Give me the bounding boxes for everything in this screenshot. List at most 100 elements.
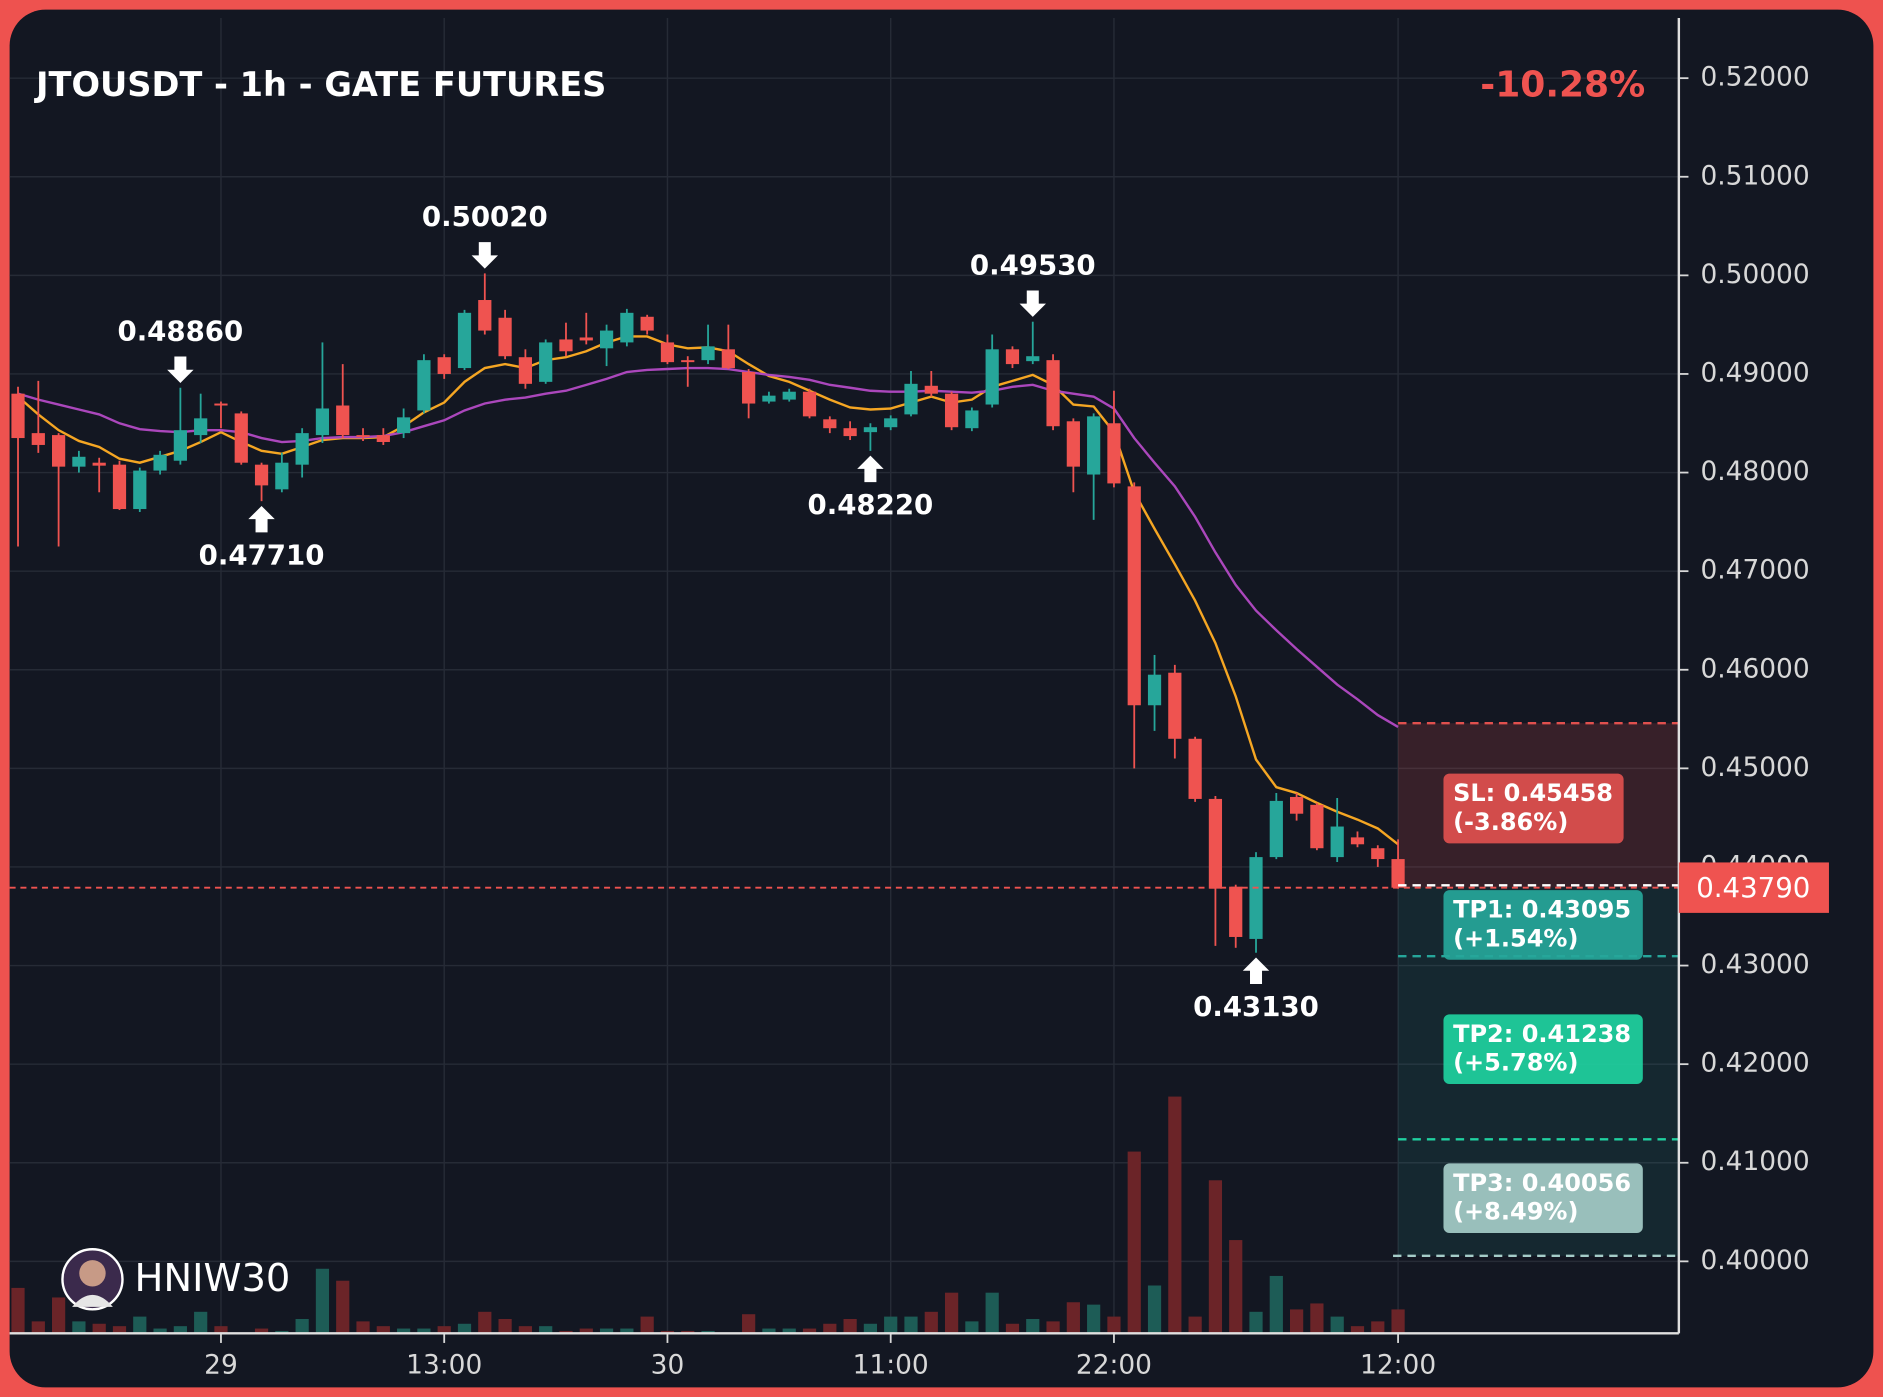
x-tick-label: 22:00 <box>1076 1349 1152 1380</box>
candle-body <box>1350 837 1365 845</box>
candle-body <box>498 317 512 357</box>
y-tick-label: 0.40000 <box>1700 1245 1809 1276</box>
candle-body <box>660 342 675 363</box>
volume-bar <box>214 1326 228 1334</box>
volume-bar <box>315 1268 330 1334</box>
candle-body <box>1391 859 1405 888</box>
volume-bar <box>92 1323 106 1334</box>
low-arrow <box>857 455 884 483</box>
candle-body <box>1249 857 1263 939</box>
candle-body <box>214 403 228 406</box>
volume-bar <box>843 1318 857 1334</box>
candle-body <box>944 393 959 428</box>
volume-bar <box>539 1326 553 1334</box>
candle-body <box>1310 804 1324 849</box>
volume-bar <box>1350 1326 1365 1334</box>
volume-bar <box>1046 1321 1060 1334</box>
volume-bar <box>944 1292 959 1334</box>
price-tag-label: 0.43790 <box>1696 871 1810 904</box>
candle-body <box>620 312 634 343</box>
volume-bar <box>640 1316 654 1334</box>
candle-body <box>843 428 857 437</box>
high-arrow <box>471 242 499 269</box>
candle-body <box>356 435 370 438</box>
volume-bar <box>1208 1180 1223 1334</box>
candle-body <box>275 462 289 490</box>
candle-body <box>1168 672 1182 739</box>
volume-bar <box>1188 1316 1202 1334</box>
volume-bar <box>356 1321 370 1334</box>
volume-bar <box>112 1326 127 1334</box>
candle-body <box>539 342 553 382</box>
y-tick-label: 0.47000 <box>1700 555 1809 586</box>
watermark: HNIW30 <box>61 1248 291 1311</box>
candle-body <box>1127 486 1141 706</box>
volume-bar <box>11 1287 25 1334</box>
panel <box>9 9 1874 1388</box>
level-label-box <box>1443 1163 1643 1234</box>
volume-bar <box>1005 1323 1020 1334</box>
candle-body <box>437 357 451 374</box>
high-label: 0.49530 <box>970 248 1096 281</box>
level-label-box <box>1443 890 1643 960</box>
candle-body <box>51 435 66 467</box>
candle-body <box>1269 800 1283 858</box>
candle-body <box>802 391 817 417</box>
candle-body <box>1188 738 1202 799</box>
volume-bar <box>1229 1240 1243 1334</box>
y-tick-label: 0.45000 <box>1700 752 1809 783</box>
candle-body <box>31 433 45 445</box>
volume-bar <box>1249 1311 1263 1334</box>
volume-bar <box>1026 1318 1040 1334</box>
y-tick-label: 0.43000 <box>1700 949 1809 980</box>
x-tick-label: 11:00 <box>853 1349 929 1380</box>
y-tick-label: 0.48000 <box>1700 456 1809 487</box>
low-label: 0.47710 <box>199 538 325 571</box>
candle-body <box>457 312 472 369</box>
candle-body <box>254 464 269 486</box>
candle-body <box>1208 798 1223 889</box>
level-label: SL: 0.45458 <box>1453 779 1613 807</box>
level-change: (+5.78%) <box>1453 1049 1578 1077</box>
y-tick-label: 0.50000 <box>1700 259 1809 290</box>
candle-body <box>133 470 147 510</box>
candle-body <box>1229 886 1243 937</box>
level-label: TP3: 0.40056 <box>1453 1169 1631 1197</box>
volume-bar <box>1371 1321 1385 1334</box>
low-label: 0.43130 <box>1193 990 1319 1023</box>
volume-bar <box>1147 1285 1162 1334</box>
candle-body <box>1005 349 1020 365</box>
volume-bar <box>1066 1302 1080 1334</box>
volume-bar <box>823 1323 837 1334</box>
volume-bar <box>133 1316 147 1334</box>
volume-bar <box>295 1318 309 1334</box>
candle-body <box>762 395 776 402</box>
y-tick-label: 0.52000 <box>1700 62 1809 93</box>
volume-bar <box>397 1328 411 1334</box>
volume-bar <box>985 1292 999 1334</box>
level-change: (+8.49%) <box>1453 1198 1578 1226</box>
volume-bar <box>1168 1096 1182 1334</box>
candle-body <box>518 357 532 384</box>
low-label: 0.48220 <box>808 488 934 521</box>
candle-body <box>1107 423 1121 484</box>
x-tick-label: 30 <box>651 1349 685 1380</box>
y-tick-label: 0.46000 <box>1700 653 1809 684</box>
candle-body <box>782 391 796 400</box>
volume-bar <box>336 1280 350 1334</box>
watermark-text: HNIW30 <box>135 1256 291 1301</box>
volume-bar <box>1330 1316 1344 1334</box>
candle-body <box>1046 360 1060 427</box>
low-arrow <box>1242 957 1270 984</box>
candle-body <box>234 413 248 463</box>
volume-bar <box>1289 1309 1304 1334</box>
candle-body <box>559 339 573 352</box>
volume-bar <box>194 1311 208 1334</box>
volume-bar <box>498 1318 512 1334</box>
moving-average <box>17 366 1399 729</box>
candle-body <box>92 462 106 466</box>
volume-bar <box>802 1328 817 1334</box>
volume-bar <box>762 1328 776 1334</box>
